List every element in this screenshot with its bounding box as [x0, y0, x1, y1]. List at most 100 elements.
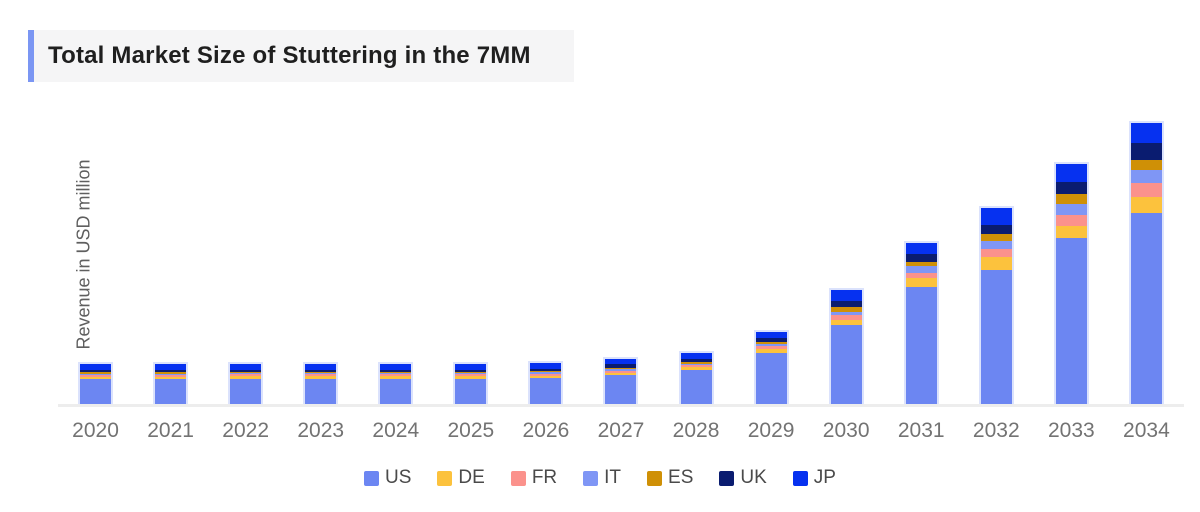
bar-segment-uk-2023[interactable]: [305, 369, 337, 372]
bar-segment-uk-2022[interactable]: [230, 369, 262, 372]
bar-segment-uk-2027[interactable]: [605, 364, 637, 368]
bar-segment-fr-2033[interactable]: [1055, 215, 1087, 226]
bar-segment-fr-2030[interactable]: [830, 315, 862, 320]
bar-segment-es-2029[interactable]: [755, 341, 787, 344]
bar-2028[interactable]: [678, 351, 714, 404]
bar-2021[interactable]: [153, 362, 189, 404]
bar-segment-us-2029[interactable]: [755, 353, 787, 404]
bar-segment-fr-2027[interactable]: [605, 370, 637, 373]
bar-segment-us-2021[interactable]: [155, 379, 187, 404]
bar-segment-fr-2031[interactable]: [905, 273, 937, 278]
bar-segment-fr-2034[interactable]: [1130, 183, 1162, 197]
legend-item-jp[interactable]: JP: [792, 467, 836, 489]
bar-segment-uk-2025[interactable]: [455, 369, 487, 372]
bar-segment-jp-2022[interactable]: [230, 363, 262, 370]
bar-2027[interactable]: [603, 357, 639, 404]
bar-segment-de-2031[interactable]: [905, 278, 937, 287]
legend-item-de[interactable]: DE: [437, 467, 485, 489]
bar-2026[interactable]: [528, 360, 564, 404]
bar-segment-jp-2029[interactable]: [755, 331, 787, 338]
legend-item-us[interactable]: US: [364, 467, 411, 489]
bar-2033[interactable]: [1053, 162, 1089, 404]
bar-segment-uk-2032[interactable]: [980, 225, 1012, 234]
bar-segment-de-2020[interactable]: [80, 376, 112, 379]
bar-segment-de-2034[interactable]: [1130, 197, 1162, 213]
bar-segment-uk-2030[interactable]: [830, 300, 862, 307]
bar-segment-jp-2024[interactable]: [380, 363, 412, 370]
bar-segment-it-2027[interactable]: [605, 369, 637, 371]
bar-2022[interactable]: [228, 361, 264, 404]
bar-segment-us-2023[interactable]: [305, 378, 337, 404]
bar-segment-de-2021[interactable]: [155, 376, 187, 379]
bar-segment-jp-2028[interactable]: [680, 353, 712, 359]
bar-segment-it-2032[interactable]: [980, 241, 1012, 249]
bar-2032[interactable]: [978, 206, 1014, 404]
bar-2031[interactable]: [903, 241, 939, 404]
bar-segment-es-2021[interactable]: [155, 372, 187, 374]
bar-2020[interactable]: [78, 362, 114, 404]
bar-segment-jp-2027[interactable]: [605, 359, 637, 365]
bar-2025[interactable]: [453, 361, 489, 404]
bar-segment-de-2026[interactable]: [530, 375, 562, 378]
bar-segment-it-2020[interactable]: [80, 373, 112, 375]
bar-segment-it-2023[interactable]: [305, 373, 337, 375]
bar-segment-de-2028[interactable]: [680, 367, 712, 370]
bar-segment-jp-2031[interactable]: [905, 243, 937, 254]
bar-segment-es-2022[interactable]: [230, 371, 262, 374]
bar-segment-de-2025[interactable]: [455, 376, 487, 379]
bar-segment-es-2026[interactable]: [530, 371, 562, 373]
bar-segment-us-2032[interactable]: [980, 270, 1012, 404]
bar-segment-us-2025[interactable]: [455, 378, 487, 404]
bar-segment-it-2024[interactable]: [380, 373, 412, 375]
bar-segment-us-2033[interactable]: [1055, 238, 1087, 404]
bar-segment-es-2033[interactable]: [1055, 194, 1087, 204]
legend-item-it[interactable]: IT: [583, 467, 621, 489]
bar-segment-fr-2023[interactable]: [305, 374, 337, 376]
bar-segment-us-2030[interactable]: [830, 325, 862, 404]
bar-segment-us-2022[interactable]: [230, 378, 262, 404]
bar-segment-us-2034[interactable]: [1130, 213, 1162, 404]
legend-item-es[interactable]: ES: [647, 467, 693, 489]
bar-segment-fr-2032[interactable]: [980, 249, 1012, 257]
bar-segment-it-2031[interactable]: [905, 266, 937, 273]
bar-segment-es-2030[interactable]: [830, 307, 862, 312]
bar-segment-it-2025[interactable]: [455, 373, 487, 375]
bar-segment-us-2028[interactable]: [680, 370, 712, 404]
bar-segment-jp-2032[interactable]: [980, 208, 1012, 225]
bar-segment-jp-2021[interactable]: [155, 364, 187, 371]
bar-segment-es-2028[interactable]: [680, 362, 712, 364]
bar-segment-es-2020[interactable]: [80, 372, 112, 374]
bar-segment-de-2033[interactable]: [1055, 226, 1087, 238]
bar-segment-uk-2031[interactable]: [905, 254, 937, 262]
bar-segment-uk-2034[interactable]: [1130, 143, 1162, 160]
bar-2023[interactable]: [303, 361, 339, 404]
bar-segment-jp-2033[interactable]: [1055, 164, 1087, 182]
bar-segment-fr-2028[interactable]: [680, 365, 712, 367]
bar-segment-jp-2025[interactable]: [455, 363, 487, 370]
bar-segment-es-2023[interactable]: [305, 371, 337, 374]
bar-segment-fr-2022[interactable]: [230, 374, 262, 376]
bar-segment-it-2026[interactable]: [530, 372, 562, 374]
bar-segment-jp-2034[interactable]: [1130, 123, 1162, 143]
bar-segment-jp-2030[interactable]: [830, 290, 862, 301]
bar-segment-uk-2021[interactable]: [155, 370, 187, 373]
bar-segment-it-2033[interactable]: [1055, 204, 1087, 215]
bar-segment-uk-2028[interactable]: [680, 359, 712, 362]
bar-segment-jp-2026[interactable]: [530, 362, 562, 369]
bar-segment-fr-2026[interactable]: [530, 373, 562, 376]
bar-segment-us-2024[interactable]: [380, 378, 412, 404]
bar-segment-us-2020[interactable]: [80, 379, 112, 404]
bar-segment-uk-2020[interactable]: [80, 370, 112, 373]
bar-segment-de-2027[interactable]: [605, 372, 637, 375]
bar-segment-fr-2029[interactable]: [755, 345, 787, 349]
bar-segment-uk-2024[interactable]: [380, 369, 412, 372]
bar-segment-de-2032[interactable]: [980, 257, 1012, 270]
bar-segment-de-2029[interactable]: [755, 348, 787, 353]
bar-segment-es-2027[interactable]: [605, 367, 637, 369]
bar-segment-it-2021[interactable]: [155, 373, 187, 375]
bar-segment-us-2031[interactable]: [905, 287, 937, 404]
bar-segment-it-2030[interactable]: [830, 311, 862, 315]
bar-segment-de-2023[interactable]: [305, 376, 337, 379]
bar-segment-fr-2020[interactable]: [80, 374, 112, 377]
bar-segment-it-2022[interactable]: [230, 373, 262, 375]
